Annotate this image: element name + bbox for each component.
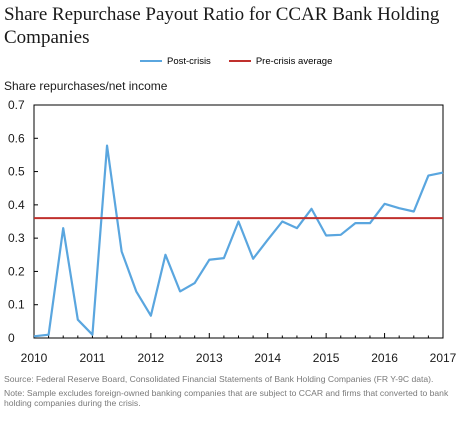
x-tick-label: 2013: [196, 351, 223, 365]
y-tick-label: 0: [8, 331, 15, 345]
x-tick-label: 2015: [313, 351, 340, 365]
y-tick-label: 0.6: [8, 131, 25, 145]
y-tick-label: 0.3: [8, 231, 25, 245]
x-tick-label: 2017: [430, 351, 457, 365]
legend-label-pre-crisis-average: Pre-crisis average: [255, 55, 333, 67]
series-line-post-crisis: [33, 144, 444, 338]
chart-plot: 0 0.1 0.2 0.3 0.4 0.5 0.6 0.7 2010 2011 2012 2013 20…: [8, 98, 457, 365]
legend-item-pre-crisis-average: Pre-crisis average: [228, 55, 333, 67]
y-tick-label: 0.5: [8, 165, 25, 179]
legend-label-post-crisis: Post-crisis: [167, 55, 211, 67]
x-tick-label: 2011: [80, 351, 106, 365]
legend-swatch-pre-crisis-average: [228, 60, 251, 62]
y-tick-label: 0.4: [8, 198, 25, 212]
source-note: Source: Federal Reserve Board, Consolida…: [4, 374, 434, 384]
legend-item-post-crisis: Post-crisis: [140, 56, 211, 67]
x-tick-label: 2012: [138, 351, 165, 365]
y-tick-label: 0.2: [8, 264, 25, 278]
legend: Post-crisis Pre-crisis average: [140, 54, 332, 68]
legend-swatch-post-crisis: [140, 60, 162, 62]
y-tick-label: 0.1: [8, 298, 25, 312]
x-tick-label: 2014: [254, 351, 281, 365]
sample-note: Note: Sample excludes foreign-owned bank…: [4, 388, 449, 408]
x-tick-label: 2010: [21, 351, 48, 365]
chart-notes: Source: Federal Reserve Board, Consolida…: [4, 374, 454, 412]
y-tick-label: 0.7: [8, 98, 25, 112]
x-tick-label: 2016: [371, 351, 398, 365]
chart-title: Share Repurchase Payout Ratio for CCAR B…: [4, 4, 440, 48]
y-axis-label: Share repurchases/net income: [4, 79, 168, 93]
